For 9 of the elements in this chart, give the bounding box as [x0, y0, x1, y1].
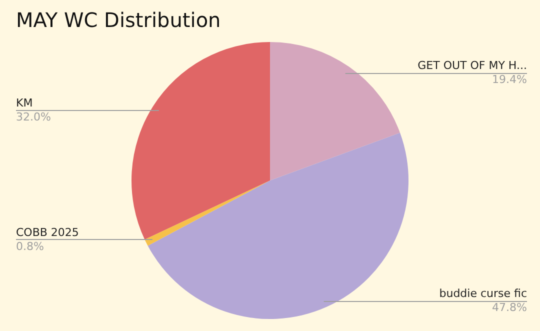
chart-title: MAY WC Distribution — [16, 8, 221, 32]
slice-label: KM — [16, 96, 33, 110]
slice-label: GET OUT OF MY H... — [418, 58, 527, 72]
data-label: 19.4% — [492, 72, 527, 86]
slice-label: buddie curse fic — [439, 286, 527, 300]
data-label: 47.8% — [492, 300, 527, 314]
data-label: 32.0% — [16, 110, 51, 124]
data-label: 0.8% — [16, 240, 44, 253]
slice-label: COBB 2025 — [16, 226, 79, 239]
